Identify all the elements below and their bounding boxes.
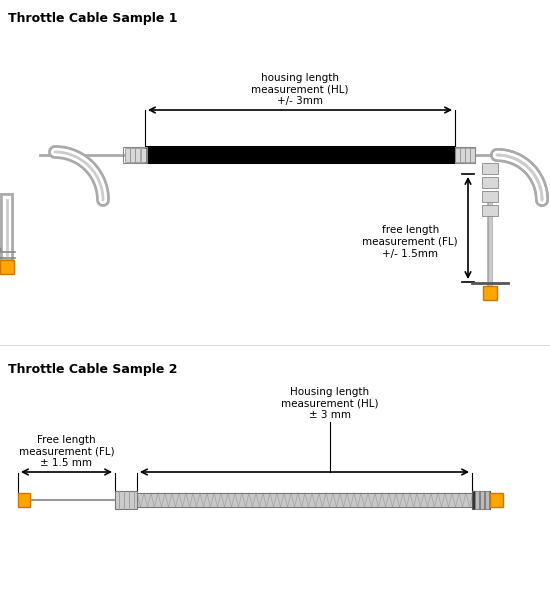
Text: housing length
measurement (HL)
+/- 3mm: housing length measurement (HL) +/- 3mm — [251, 73, 349, 106]
Bar — [480, 491, 484, 509]
Text: Housing length
measurement (HL)
± 3 mm: Housing length measurement (HL) ± 3 mm — [281, 387, 379, 420]
Text: Throttle Cable Sample 1: Throttle Cable Sample 1 — [8, 12, 178, 25]
Bar — [455, 147, 475, 163]
Text: Free length
measurement (FL)
± 1.5 mm: Free length measurement (FL) ± 1.5 mm — [19, 435, 114, 468]
Bar — [482, 205, 498, 216]
Bar — [482, 163, 498, 174]
Text: Throttle Cable Sample 2: Throttle Cable Sample 2 — [8, 363, 178, 376]
Bar — [125, 148, 130, 162]
Bar — [141, 148, 146, 162]
Bar — [130, 148, 135, 162]
Bar — [483, 286, 497, 300]
Bar — [470, 148, 475, 162]
Bar — [455, 148, 460, 162]
Bar — [475, 491, 479, 509]
Bar — [482, 191, 498, 202]
Bar — [460, 148, 465, 162]
Bar — [115, 491, 137, 509]
Bar — [123, 147, 147, 163]
Bar — [485, 491, 489, 509]
Bar — [482, 177, 498, 188]
Bar — [18, 493, 30, 507]
Text: free length
measurement (FL)
+/- 1.5mm: free length measurement (FL) +/- 1.5mm — [362, 226, 458, 259]
Bar — [490, 493, 503, 507]
Bar — [472, 491, 490, 509]
Bar — [465, 148, 470, 162]
Bar — [135, 148, 140, 162]
Bar — [137, 493, 472, 507]
Bar — [0, 260, 14, 274]
